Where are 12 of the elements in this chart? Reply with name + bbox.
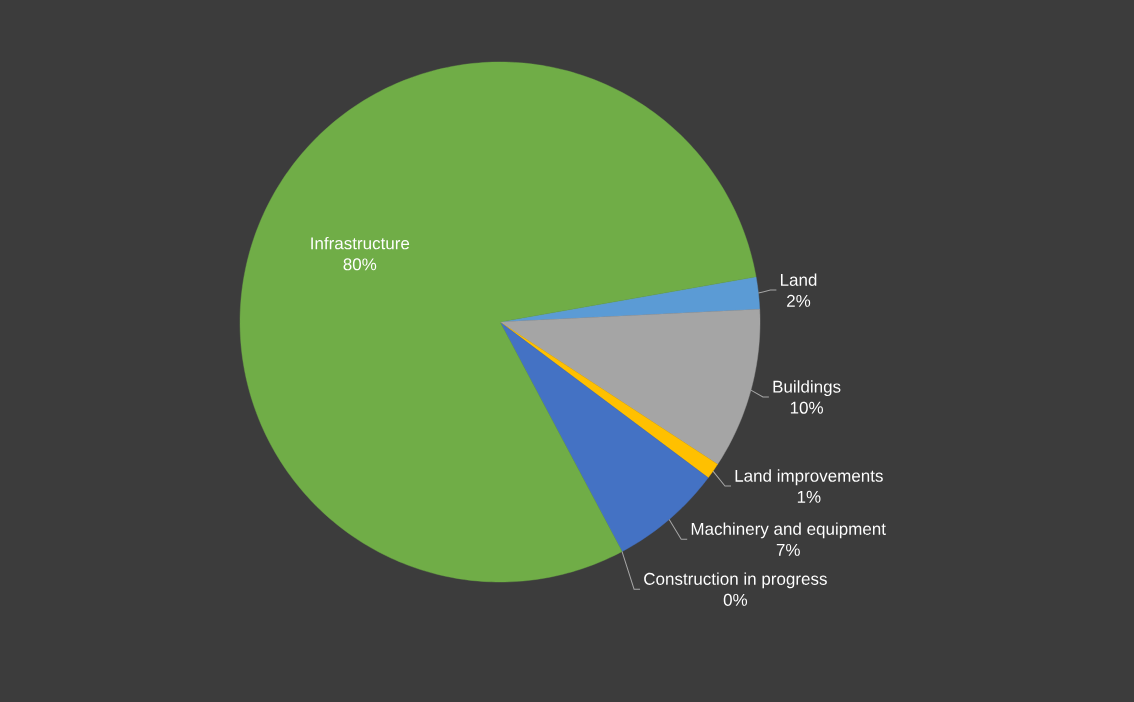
data-label: 80% bbox=[343, 258, 377, 271]
data-label: 1% bbox=[797, 490, 821, 503]
slice-label: Land improvements bbox=[735, 469, 883, 486]
data-label: 10% bbox=[790, 401, 823, 414]
text: 0% bbox=[723, 593, 748, 606]
slice-label: Machinery and equipment bbox=[691, 522, 886, 539]
slice-label: Infrastructure bbox=[311, 236, 410, 250]
legend-label: Construction in progress bbox=[644, 572, 827, 589]
data-label: 7% bbox=[776, 543, 800, 556]
slice-label: Buildings bbox=[773, 380, 841, 397]
slice-label: Land bbox=[780, 273, 817, 286]
data-label: 2% bbox=[787, 294, 811, 307]
